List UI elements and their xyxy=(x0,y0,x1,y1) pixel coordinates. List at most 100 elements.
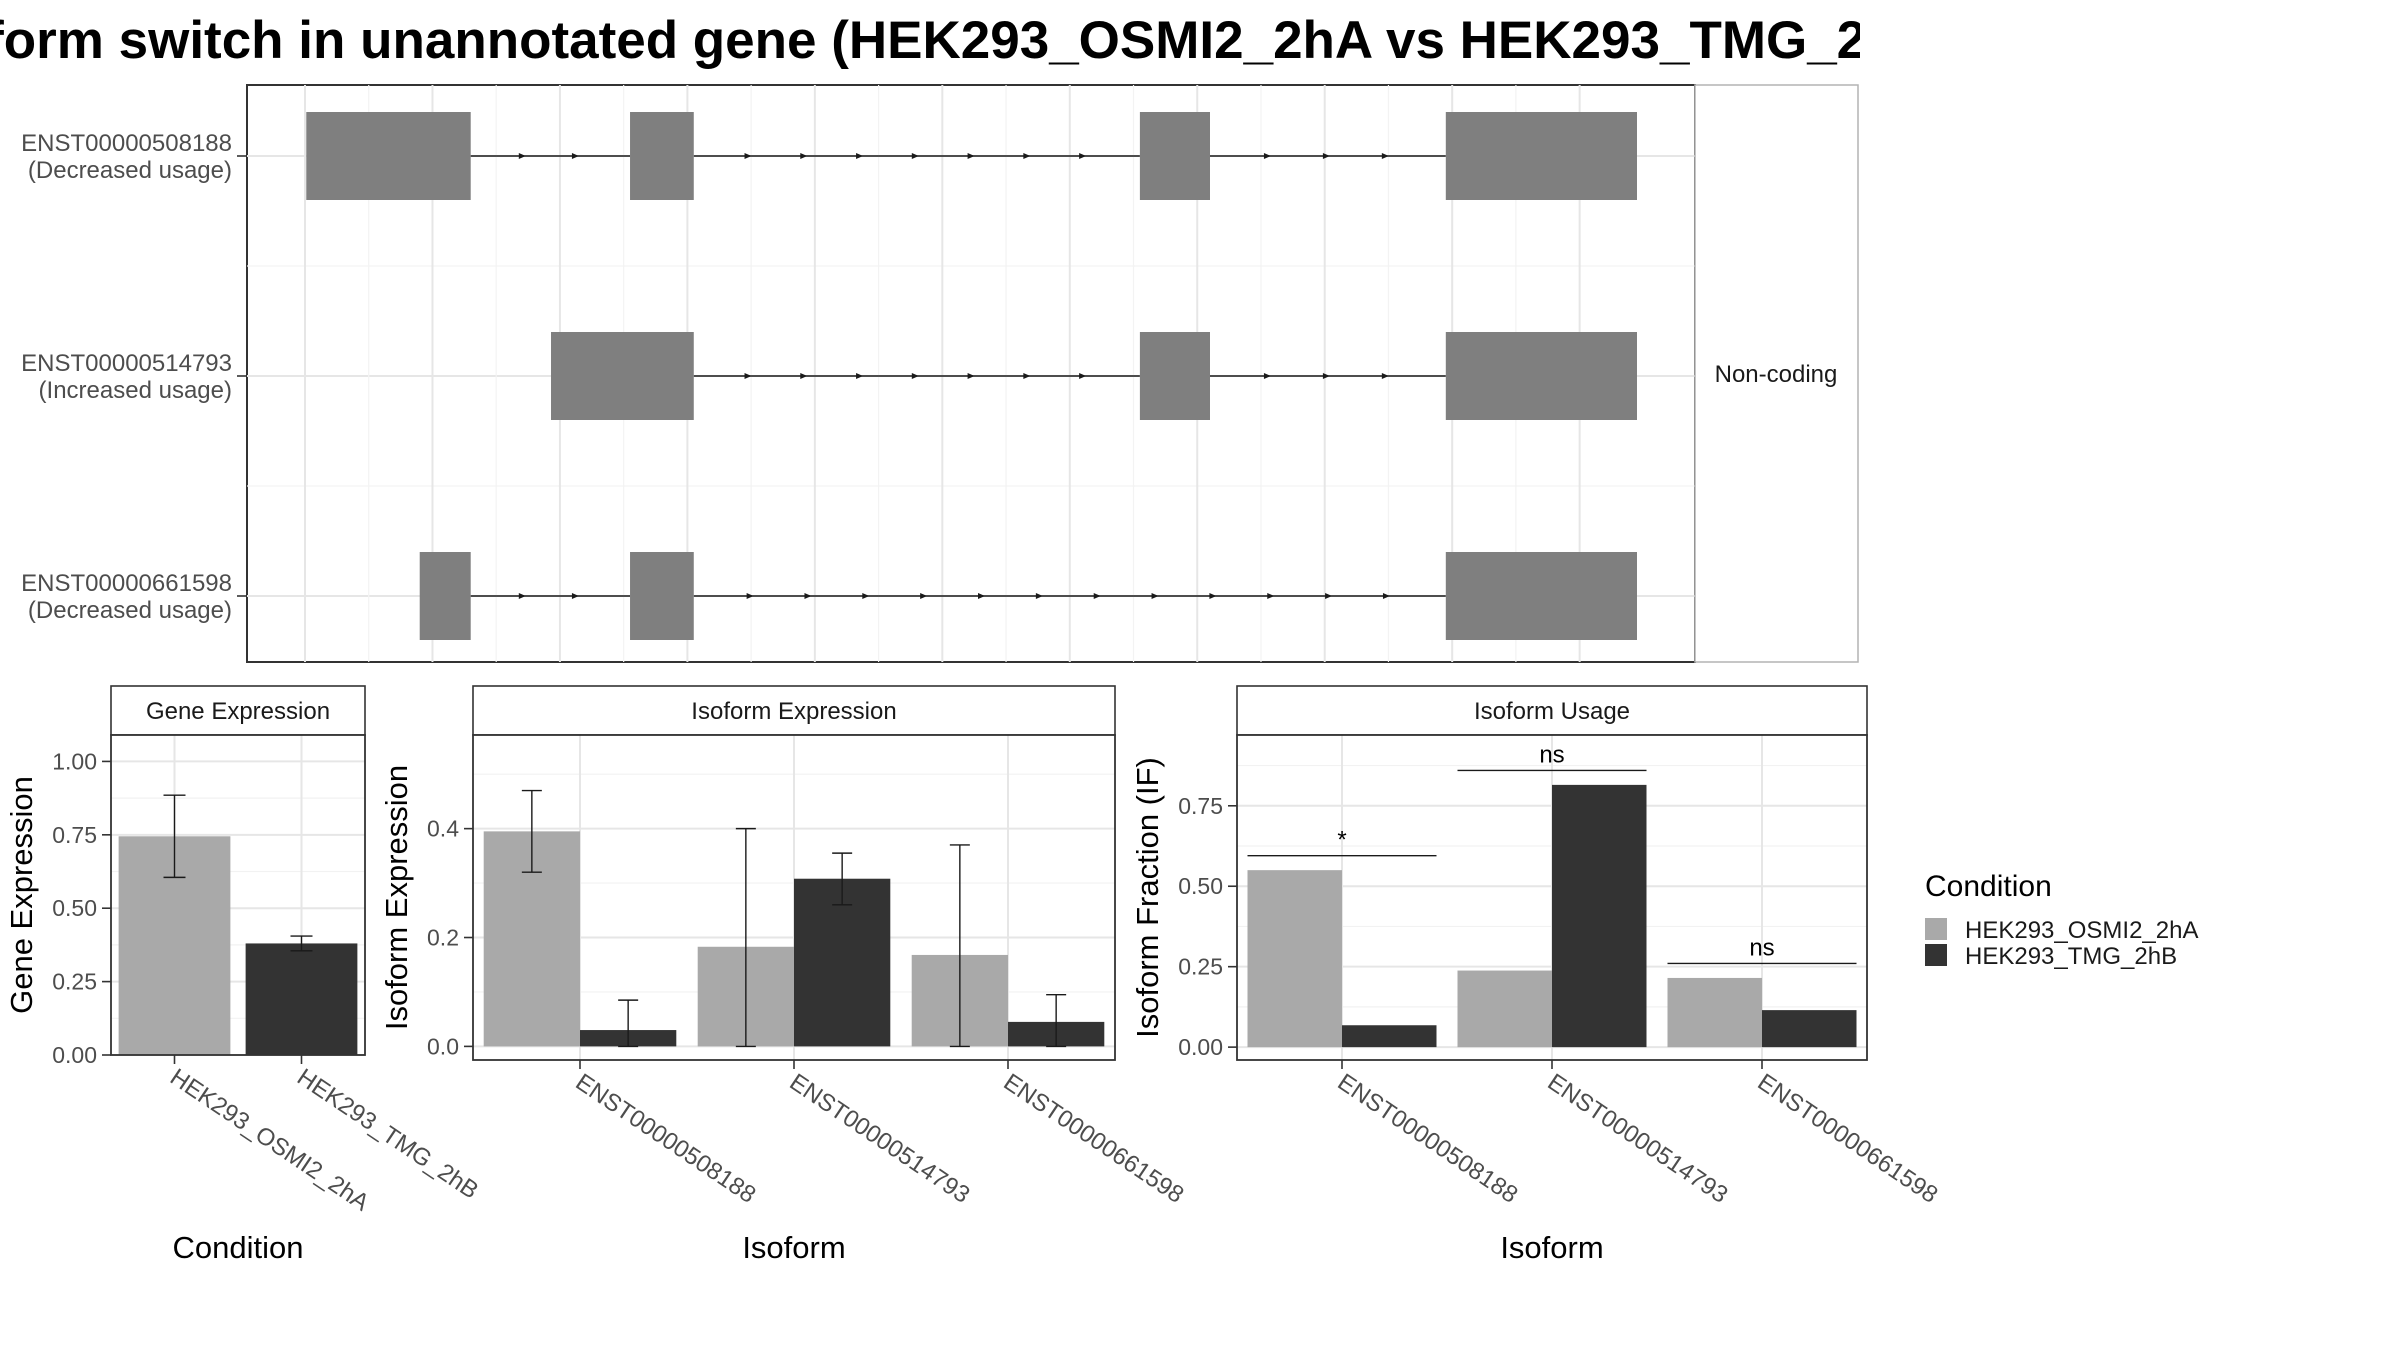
y-tick-label: 0.50 xyxy=(52,895,97,921)
intron-arrow xyxy=(1382,593,1390,599)
y-tick-label: 0.00 xyxy=(1178,1034,1223,1060)
intron-arrow xyxy=(1035,593,1043,599)
exon xyxy=(1445,332,1637,420)
x-tick-label: ENST00000514793 xyxy=(1543,1069,1733,1209)
panel-isoform-expression: Isoform Expression 0.0 0.2 0.4 ENST000005081… xyxy=(379,685,1189,1265)
exon xyxy=(1445,552,1637,640)
x-tick-label: ENST00000508188 xyxy=(571,1069,761,1209)
y-tick-label: 0.75 xyxy=(1178,793,1223,819)
panel-strip-title: Gene Expression xyxy=(146,698,330,725)
y-tick-label: 0.25 xyxy=(1178,954,1223,980)
intron-arrow xyxy=(1209,593,1217,599)
legend-label-osmi2: HEK293_OSMI2_2hA xyxy=(1965,917,2198,944)
transcript-structure-panel: ENST00000508188(Decreased usage)ENST0000… xyxy=(21,84,1859,663)
x-axis-title: Isoform xyxy=(742,1230,845,1265)
transcript-usage-label: (Decreased usage) xyxy=(28,597,232,624)
transcript-row: ENST00000514793(Increased usage) xyxy=(21,332,1637,420)
exon xyxy=(630,552,694,640)
legend-swatch-tmg xyxy=(1925,944,1947,966)
legend: Condition HEK293_OSMI2_2hA HEK293_TMG_2h… xyxy=(1925,870,2198,970)
facet-strip-label: Non-coding xyxy=(1715,361,1838,388)
panel-strip xyxy=(472,685,1116,736)
structure-transcripts: ENST00000508188(Decreased usage)ENST0000… xyxy=(21,112,1637,640)
chart-title: Isoform switch in unannotated gene (HEK2… xyxy=(0,11,1954,70)
intron-arrow xyxy=(571,593,579,599)
transcript-id-label: ENST00000514793 xyxy=(21,350,232,377)
y-tick-label: 0.75 xyxy=(52,822,97,848)
intron-arrow xyxy=(967,153,975,159)
bar xyxy=(1342,1025,1437,1048)
bar xyxy=(1667,977,1762,1048)
exon xyxy=(306,112,471,200)
exon xyxy=(630,112,694,200)
exon xyxy=(1139,112,1210,200)
legend-title: Condition xyxy=(1925,870,2052,903)
exon xyxy=(1139,332,1210,420)
intron-arrow xyxy=(1381,373,1389,379)
intron-arrow xyxy=(978,593,986,599)
intron-arrow xyxy=(967,373,975,379)
y-tick-label: 0.2 xyxy=(427,925,459,951)
transcript-usage-label: (Decreased usage) xyxy=(28,157,232,184)
intron-arrow xyxy=(571,153,579,159)
bar xyxy=(1762,1010,1857,1048)
intron-arrow xyxy=(1151,593,1159,599)
transcript-id-label: ENST00000508188 xyxy=(21,130,232,157)
legend-swatch-osmi2 xyxy=(1925,918,1947,940)
intron-arrow xyxy=(920,593,928,599)
bar xyxy=(245,943,358,1055)
bar-chart-panels: Gene Expression0.000.250.500.751.00HEK29… xyxy=(4,685,1943,1265)
legend-label-tmg: HEK293_TMG_2hB xyxy=(1965,943,2177,970)
y-tick-label: 1.00 xyxy=(52,748,97,774)
intron-arrow xyxy=(800,373,808,379)
intron-arrow xyxy=(1267,593,1275,599)
exon xyxy=(551,332,694,420)
intron-arrow xyxy=(862,593,870,599)
intron-arrow xyxy=(804,593,812,599)
y-axis-title: Isoform Fraction (IF) xyxy=(1130,757,1165,1038)
x-tick-label: ENST00000661598 xyxy=(1753,1069,1943,1209)
intron-arrow xyxy=(800,153,808,159)
intron-arrow xyxy=(1263,373,1271,379)
x-tick-label: ENST00000508188 xyxy=(1333,1069,1523,1209)
intron-arrow xyxy=(518,593,526,599)
bar xyxy=(794,878,891,1047)
panel-strip-title: Isoform Usage xyxy=(1474,698,1630,725)
intron-arrow xyxy=(1079,153,1087,159)
intron-arrow xyxy=(1023,373,1031,379)
y-tick-label: 0.4 xyxy=(427,816,459,842)
intron-arrow xyxy=(746,593,754,599)
x-axis-title: Condition xyxy=(173,1230,304,1265)
transcript-row: ENST00000661598(Decreased usage) xyxy=(21,552,1637,640)
bar xyxy=(1247,870,1342,1048)
intron-arrow xyxy=(744,153,752,159)
exon xyxy=(419,552,471,640)
intron-arrow xyxy=(744,373,752,379)
intron-arrow xyxy=(1093,593,1101,599)
y-tick-label: 0.0 xyxy=(427,1033,459,1059)
intron-arrow xyxy=(1325,593,1333,599)
intron-arrow xyxy=(911,153,919,159)
transcript-row: ENST00000508188(Decreased usage) xyxy=(21,112,1637,200)
panel-strip-title: Isoform Expression xyxy=(691,698,896,725)
significance-label: * xyxy=(1337,827,1346,854)
y-tick-label: 0.50 xyxy=(1178,873,1223,899)
y-tick-label: 0.25 xyxy=(52,969,97,995)
panel-isoform-usage: Isoform Usage * ns ns 0.00 0.25 0.50 0.75 ENST00… xyxy=(1130,685,1943,1265)
intron-arrow xyxy=(856,153,864,159)
y-axis-title: Gene Expression xyxy=(4,776,39,1014)
transcript-id-label: ENST00000661598 xyxy=(21,570,232,597)
intron-arrow xyxy=(518,153,526,159)
intron-arrow xyxy=(1079,373,1087,379)
bar xyxy=(1457,970,1552,1048)
panel-border xyxy=(110,734,366,1056)
significance-label: ns xyxy=(1749,934,1774,961)
transcript-usage-label: (Increased usage) xyxy=(39,377,232,404)
x-axis-title: Isoform xyxy=(1500,1230,1603,1265)
intron-arrow xyxy=(1322,373,1330,379)
exon xyxy=(1445,112,1637,200)
intron-arrow xyxy=(1381,153,1389,159)
intron-arrow xyxy=(911,373,919,379)
